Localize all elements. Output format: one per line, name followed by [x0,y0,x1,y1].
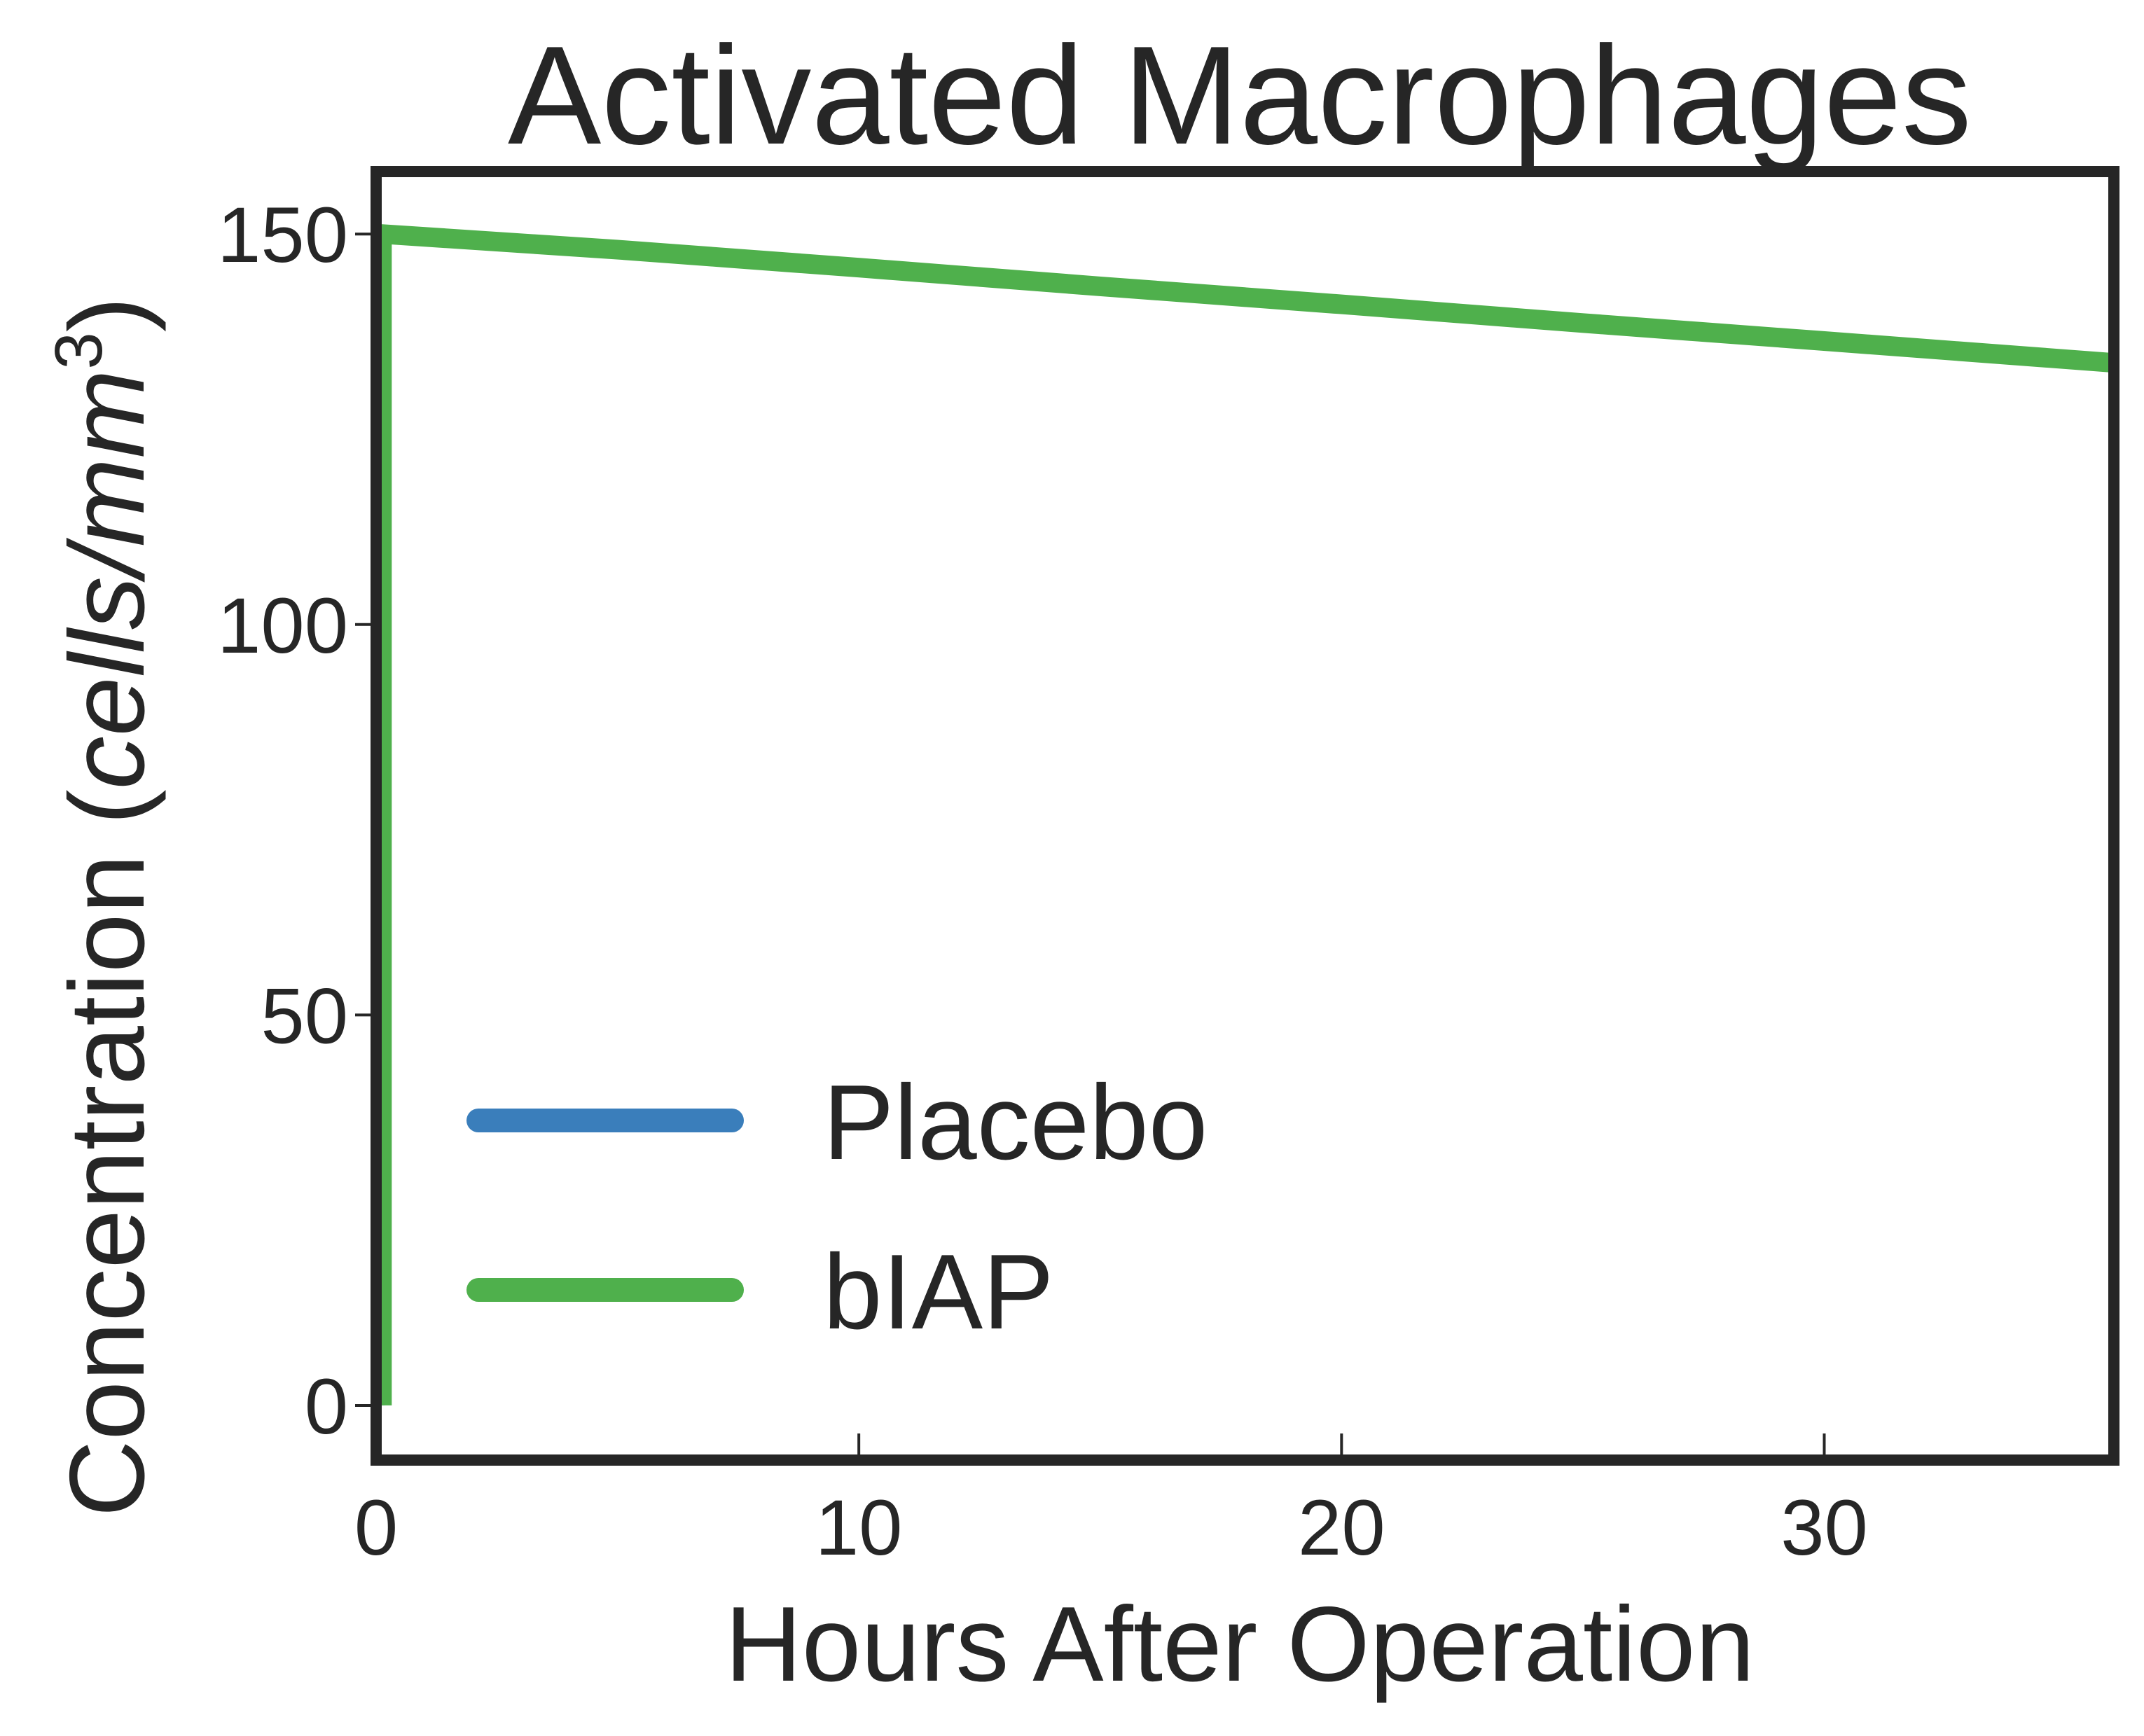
y-axis-label-unit: cells/mm [48,370,167,790]
legend-label-placebo: Placebo [823,1063,1208,1182]
y-tick-label-1: 50 [261,972,348,1060]
data-lines [372,224,2115,1405]
series-line-biap [372,224,2115,1405]
x-tick-label-3: 30 [1780,1484,1868,1571]
chart-title: Activated Macrophages [508,18,1972,174]
plot-frame [371,166,2119,1466]
y-tick-label-3: 150 [217,191,348,279]
y-axis-label-close: ) [48,297,167,333]
y-tick-label-0: 0 [305,1363,348,1450]
x-axis-label: Hours After Operation [725,1585,1755,1704]
x-tick-label-0: 0 [354,1484,398,1571]
y-tick-label-2: 100 [217,582,348,669]
x-tick-label-2: 20 [1298,1484,1385,1571]
legend: Placebo bIAP [466,1063,1208,1352]
y-axis-label-exponent: 3 [41,332,116,369]
y-axis-label: Concentration (cells/mm3) [41,297,167,1518]
y-axis-label-main: Concentration ( [48,789,167,1517]
x-tick-label-1: 10 [815,1484,903,1571]
legend-label-biap: bIAP [823,1232,1054,1352]
axis-ticks: 0 10 20 30 0 50 100 150 [217,191,1868,1571]
